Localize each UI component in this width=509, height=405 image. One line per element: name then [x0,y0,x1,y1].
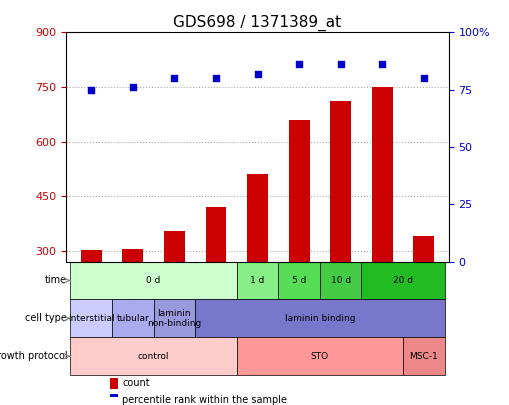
Text: laminin
non-binding: laminin non-binding [147,309,201,328]
Bar [330,102,350,262]
Point [87,86,95,93]
FancyBboxPatch shape [278,262,319,299]
Point [378,61,386,68]
FancyBboxPatch shape [236,262,278,299]
Bar [110,378,118,389]
Bar [371,87,392,262]
Text: laminin binding: laminin binding [284,314,354,323]
Bar [110,394,118,405]
Bar [288,120,309,262]
Text: control: control [137,352,169,361]
Point [211,75,219,81]
Point [295,61,303,68]
Bar [81,250,101,262]
Text: count: count [122,378,150,388]
Text: 1 d: 1 d [250,276,264,285]
Point [419,75,427,81]
FancyBboxPatch shape [236,337,402,375]
Text: MSC-1: MSC-1 [409,352,437,361]
Point [253,70,261,77]
Bar [205,207,226,262]
Point [170,75,178,81]
Title: GDS698 / 1371389_at: GDS698 / 1371389_at [173,15,341,31]
FancyBboxPatch shape [153,299,195,337]
Bar [413,236,433,262]
FancyBboxPatch shape [70,262,236,299]
Text: 0 d: 0 d [146,276,160,285]
Text: percentile rank within the sample: percentile rank within the sample [122,394,287,405]
FancyBboxPatch shape [319,262,361,299]
Bar [122,249,143,262]
Text: growth protocol: growth protocol [0,351,67,361]
FancyBboxPatch shape [195,299,444,337]
Text: 10 d: 10 d [330,276,350,285]
FancyBboxPatch shape [361,262,444,299]
FancyBboxPatch shape [70,337,236,375]
FancyBboxPatch shape [402,337,444,375]
Point [336,61,344,68]
FancyBboxPatch shape [70,299,112,337]
Text: tubular: tubular [116,314,149,323]
Text: interstitial: interstitial [68,314,115,323]
Bar [164,230,184,262]
Text: 5 d: 5 d [291,276,306,285]
FancyBboxPatch shape [112,299,153,337]
Text: 20 d: 20 d [392,276,412,285]
Text: STO: STO [310,352,328,361]
Point [128,84,136,91]
Text: time: time [45,275,67,286]
Text: cell type: cell type [25,313,67,323]
Bar [247,174,267,262]
